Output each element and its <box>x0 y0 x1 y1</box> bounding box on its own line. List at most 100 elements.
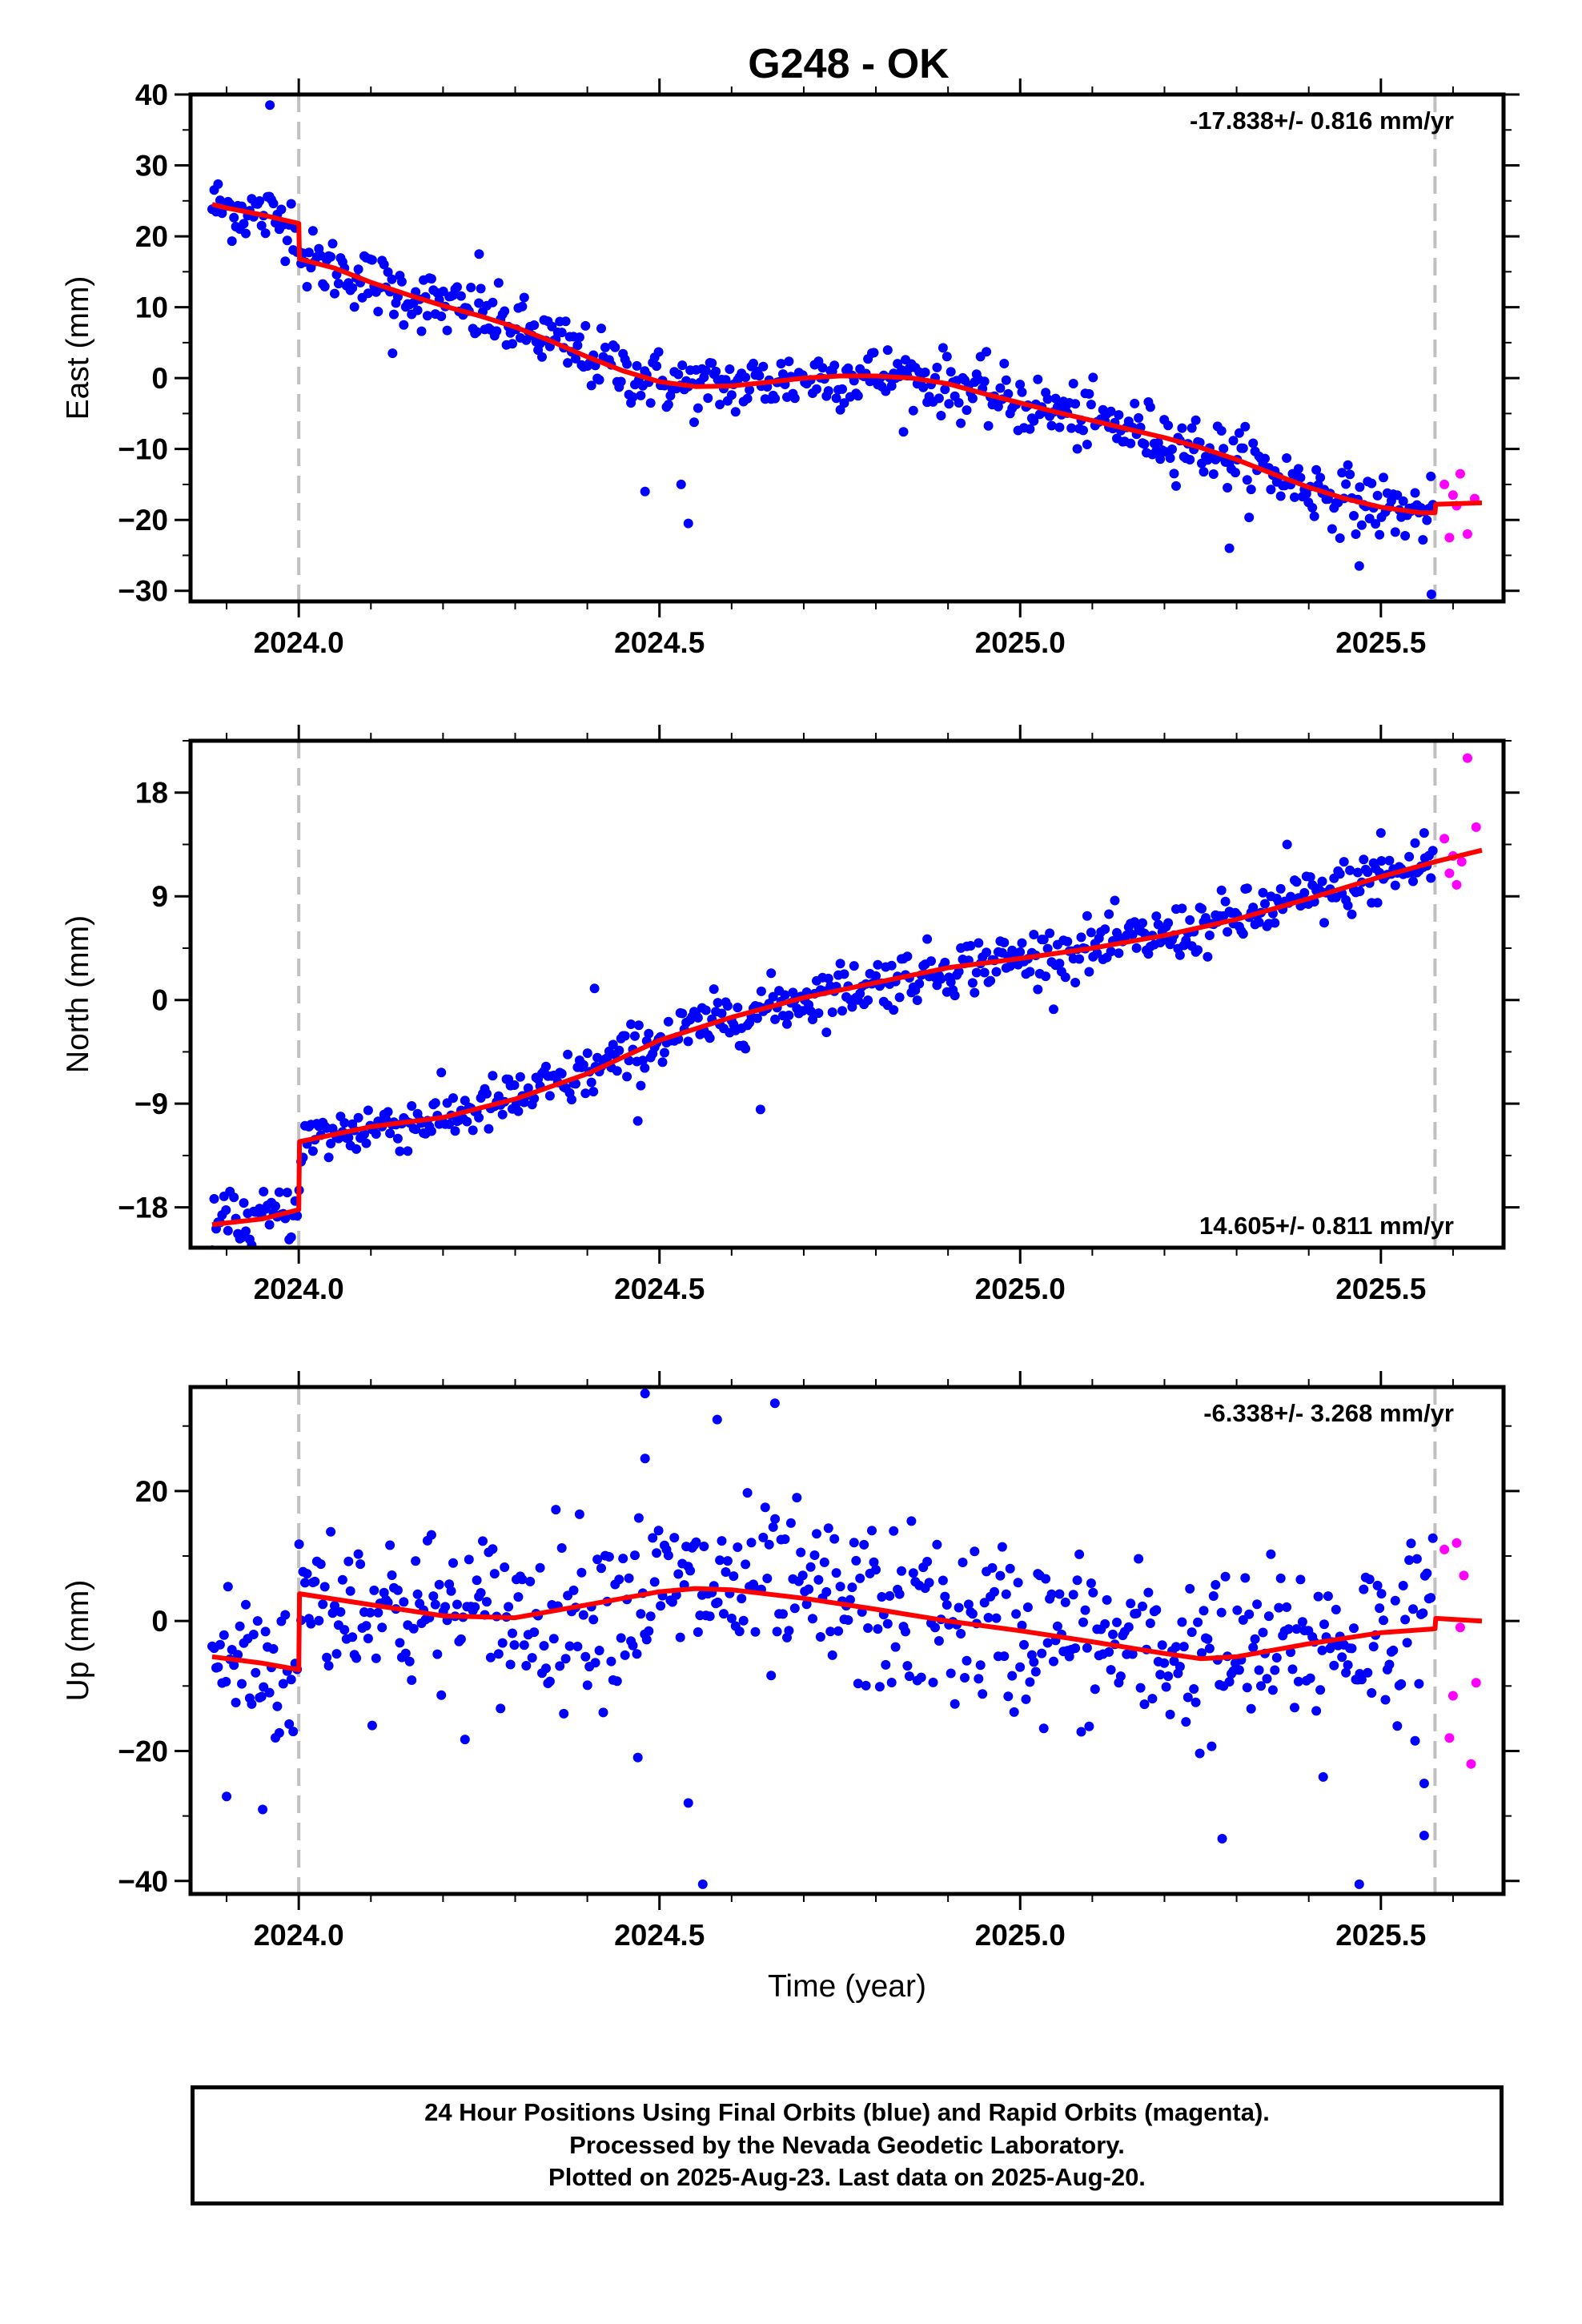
final-orbit-point <box>1376 856 1387 866</box>
final-orbit-point <box>1169 468 1179 479</box>
final-orbit-point <box>648 1533 658 1543</box>
final-orbit-point <box>604 1552 614 1562</box>
rapid-orbit-point <box>1471 822 1481 832</box>
final-orbit-point <box>932 1539 942 1550</box>
final-orbit-point <box>527 1653 537 1663</box>
final-orbit-point <box>766 1671 777 1681</box>
final-orbit-point <box>737 1594 747 1604</box>
final-orbit-point <box>351 1653 362 1663</box>
final-orbit-point <box>1349 1623 1359 1634</box>
final-orbit-point <box>610 342 620 352</box>
final-orbit-point <box>319 281 330 292</box>
final-orbit-point <box>874 1682 885 1692</box>
final-orbit-point <box>1411 1554 1422 1564</box>
final-orbit-point <box>482 1088 492 1099</box>
final-orbit-point <box>1204 1643 1215 1654</box>
final-orbit-point <box>1082 440 1092 449</box>
final-orbit-point <box>578 1610 588 1620</box>
final-orbit-point <box>303 247 314 258</box>
final-orbit-point <box>1343 460 1353 470</box>
final-orbit-point <box>351 1144 362 1154</box>
final-orbit-point <box>278 1679 288 1689</box>
final-orbit-point <box>493 1649 504 1659</box>
final-orbit-point <box>752 1013 762 1023</box>
final-orbit-point <box>509 1640 520 1651</box>
final-orbit-point <box>780 1534 790 1544</box>
final-orbit-point <box>1001 1589 1011 1599</box>
final-orbit-point <box>703 393 713 404</box>
final-orbit-point <box>622 359 632 369</box>
final-orbit-point <box>755 1104 765 1115</box>
final-orbit-point <box>1151 911 1162 922</box>
final-orbit-point <box>256 220 267 231</box>
final-orbit-point <box>1258 1627 1268 1638</box>
final-orbit-point <box>1354 1879 1364 1889</box>
final-orbit-point <box>1398 1581 1408 1590</box>
final-orbit-point <box>1216 885 1227 895</box>
final-orbit-point <box>1392 490 1403 501</box>
final-orbit-point <box>1193 1617 1203 1627</box>
final-orbit-point <box>1419 1779 1429 1789</box>
final-orbit-point <box>950 1699 960 1709</box>
final-orbit-point <box>837 384 847 394</box>
final-orbit-point <box>508 1628 517 1638</box>
final-orbit-point <box>319 1582 330 1592</box>
final-orbit-point <box>839 969 849 979</box>
final-orbit-point <box>1223 927 1233 937</box>
final-orbit-point <box>1335 869 1345 879</box>
final-orbit-point <box>612 1676 622 1687</box>
final-orbit-point <box>908 405 918 416</box>
final-orbit-point <box>808 1015 817 1024</box>
footer-caption-box: 24 Hour Positions Using Final Orbits (bl… <box>191 2085 1504 2205</box>
final-orbit-point <box>387 1570 397 1580</box>
final-orbit-point <box>1163 1671 1174 1682</box>
final-orbit-point <box>474 249 484 259</box>
final-orbit-point <box>247 1699 257 1709</box>
final-orbit-point <box>815 1632 825 1642</box>
final-orbit-point <box>1161 1682 1171 1692</box>
final-orbit-point <box>1033 374 1043 384</box>
x-tick-label: 2024.5 <box>614 1273 705 1305</box>
final-orbit-point <box>946 367 956 377</box>
final-orbit-point <box>335 1606 346 1617</box>
final-orbit-point <box>701 366 711 376</box>
final-orbit-point <box>519 1640 529 1651</box>
final-orbit-point <box>505 1659 516 1670</box>
final-orbit-point <box>403 1146 413 1156</box>
final-orbit-point <box>831 393 841 404</box>
final-orbit-point <box>768 1522 778 1532</box>
x-axis-label: Time (year) <box>768 1969 926 2004</box>
final-orbit-point <box>535 1562 545 1573</box>
final-orbit-point <box>1258 887 1268 898</box>
final-orbit-point <box>784 1626 794 1636</box>
final-orbit-point <box>999 1651 1010 1662</box>
final-orbit-point <box>1084 967 1094 977</box>
final-orbit-point <box>637 1055 648 1066</box>
final-orbit-point <box>722 1556 733 1566</box>
final-orbit-point <box>260 1626 271 1637</box>
final-orbit-point <box>1248 438 1259 448</box>
final-orbit-point <box>713 998 723 1008</box>
final-orbit-point <box>1104 1647 1114 1657</box>
final-orbit-point <box>960 1673 970 1683</box>
final-orbit-point <box>513 1106 524 1116</box>
final-orbit-point <box>586 1077 596 1088</box>
final-orbit-point <box>1231 468 1240 478</box>
final-orbit-point <box>886 960 897 971</box>
final-orbit-point <box>229 1660 239 1671</box>
final-orbit-point <box>873 959 883 970</box>
final-orbit-point <box>785 1518 796 1528</box>
final-orbit-point <box>315 1559 326 1570</box>
final-orbit-point <box>640 1454 650 1464</box>
final-orbit-point <box>922 1557 933 1566</box>
final-orbit-point <box>1390 527 1400 537</box>
final-orbit-point <box>1001 375 1011 385</box>
final-orbit-point <box>1275 491 1286 501</box>
final-orbit-point <box>221 1205 231 1215</box>
final-orbit-point <box>260 228 271 239</box>
final-orbit-point <box>1115 1671 1126 1682</box>
final-orbit-point <box>1305 872 1315 883</box>
final-orbit-point <box>488 1071 498 1081</box>
final-orbit-point <box>1110 895 1120 906</box>
final-orbit-point <box>963 1599 974 1610</box>
